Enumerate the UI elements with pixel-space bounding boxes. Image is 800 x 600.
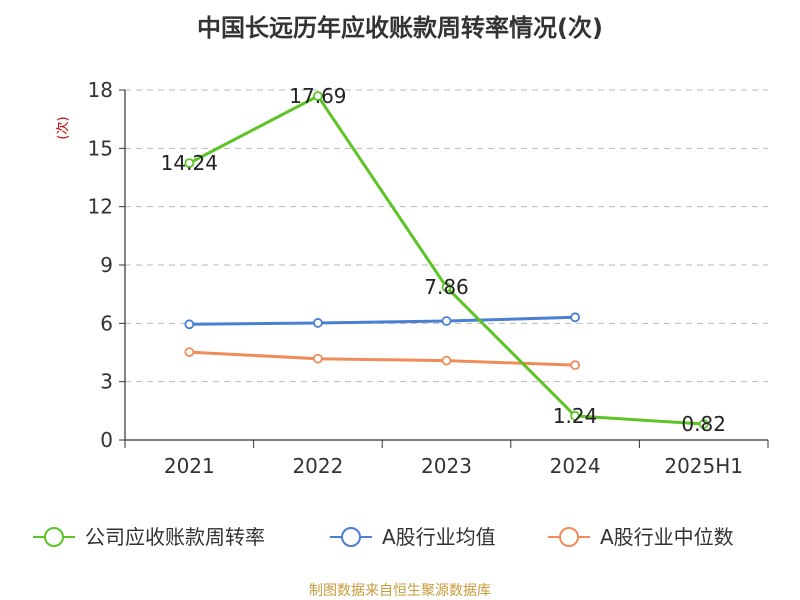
legend-marker xyxy=(341,527,361,547)
y-tick-label: 3 xyxy=(100,370,113,394)
data-point xyxy=(312,353,323,364)
data-point xyxy=(441,355,452,366)
data-point xyxy=(312,91,323,101)
grid-lines xyxy=(125,89,768,383)
data-source-note: 制图数据来自恒生聚源数据库 xyxy=(309,583,491,599)
axes: 0 3 6 9 12 15 18 (次) 2021 2022 2023 2024 2025H1 xyxy=(55,78,769,478)
data-point xyxy=(570,312,580,323)
data-label: 14.24 xyxy=(161,151,218,175)
legend: 公司应收账款周转率 A股行业均值 A股行业中位数 xyxy=(33,525,734,549)
data-label: 7.86 xyxy=(424,275,469,299)
data-labels: 14.24 17.69 7.86 1.24 0.82 xyxy=(161,84,726,436)
data-point xyxy=(570,360,580,371)
y-tick-label: 6 xyxy=(100,311,113,335)
y-tick-label: 0 xyxy=(100,428,113,452)
data-point xyxy=(184,158,195,169)
series-line xyxy=(188,94,704,426)
legend-label: A股行业均值 xyxy=(382,525,496,549)
data-point xyxy=(184,347,195,358)
x-tick-label: 2023 xyxy=(421,454,472,478)
data-label: 1.24 xyxy=(553,404,598,428)
data-point xyxy=(441,282,452,293)
y-axis-label: (次) xyxy=(55,116,71,139)
data-point xyxy=(441,316,452,326)
x-tick-label: 2024 xyxy=(550,454,601,478)
x-tick-label: 2022 xyxy=(292,454,343,478)
legend-label: A股行业中位数 xyxy=(600,525,734,549)
y-tick-label: 18 xyxy=(88,78,113,102)
x-tick-label: 2025H1 xyxy=(664,454,743,478)
legend-label: 公司应收账款周转率 xyxy=(85,525,265,549)
data-point xyxy=(184,319,195,330)
data-point xyxy=(698,419,709,429)
x-tick-label: 2021 xyxy=(164,454,215,478)
series-line xyxy=(189,315,576,326)
legend-marker xyxy=(44,527,64,547)
legend-marker xyxy=(559,527,579,547)
y-tick-label: 15 xyxy=(88,136,113,160)
series-line xyxy=(189,350,576,367)
data-point xyxy=(312,318,323,328)
chart-title: 中国长远历年应收账款周转率情况(次) xyxy=(197,14,603,42)
series-lines xyxy=(184,91,709,429)
y-tick-label: 12 xyxy=(88,195,113,219)
data-label: 17.69 xyxy=(289,84,346,108)
data-point xyxy=(570,410,580,421)
data-label: 0.82 xyxy=(681,412,726,436)
y-tick-label: 9 xyxy=(100,253,113,277)
